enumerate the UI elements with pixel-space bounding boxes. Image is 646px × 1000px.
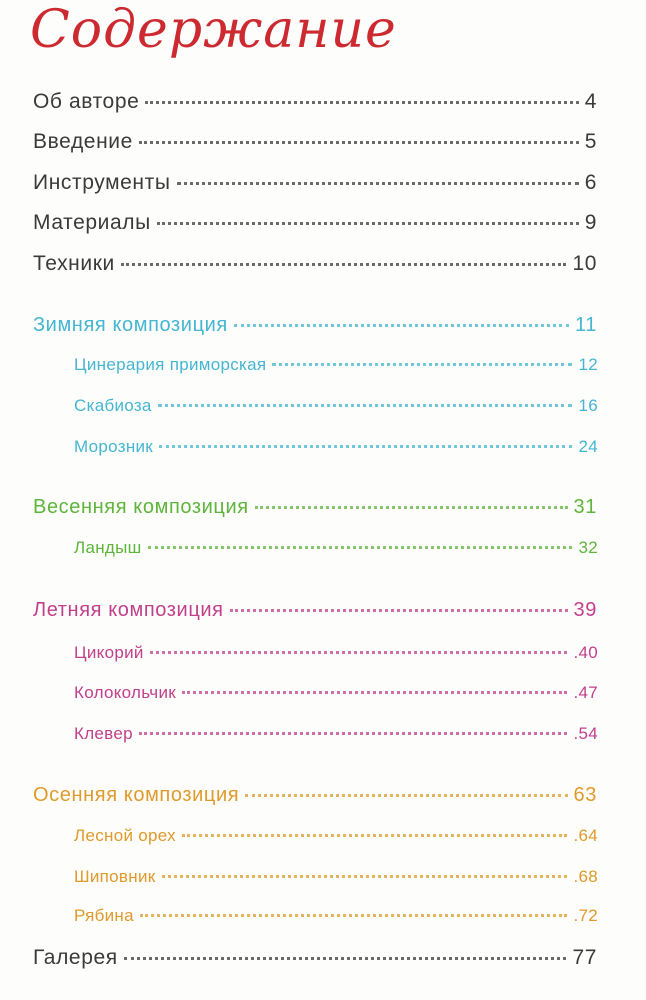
toc-entry-page: 10 — [572, 252, 597, 275]
toc-entry-techniques[interactable]: Техники 10 — [33, 252, 597, 276]
toc-subentry-page: 24 — [578, 437, 598, 456]
dot-leader — [159, 445, 573, 448]
toc-entry-introduction[interactable]: Введение 5 — [33, 130, 597, 154]
dot-leader — [254, 506, 568, 509]
toc-subentry-clover[interactable]: Клевер .54 — [74, 724, 598, 744]
toc-section-page: 39 — [573, 599, 597, 621]
dot-leader — [120, 263, 567, 266]
dot-leader — [149, 651, 568, 654]
toc-section-summer[interactable]: Летняя композиция 39 — [33, 599, 597, 622]
toc-entry-gallery[interactable]: Галерея 77 — [33, 946, 597, 970]
toc-subentry-hellebore[interactable]: Морозник 24 — [74, 437, 598, 457]
toc-subentry-label: Шиповник — [74, 867, 156, 886]
toc-section-label: Зимняя композиция — [33, 314, 228, 336]
toc-subentry-page: .68 — [573, 867, 598, 886]
dot-leader — [176, 182, 579, 185]
toc-entry-page: 6 — [584, 171, 597, 194]
toc-section-autumn[interactable]: Осенняя композиция 63 — [33, 784, 597, 807]
toc-section-label: Летняя композиция — [33, 599, 224, 621]
toc-entry-page: 5 — [584, 130, 597, 153]
toc-subentry-scabiosa[interactable]: Скабиоза 16 — [74, 396, 598, 416]
toc-section-label: Осенняя композиция — [33, 784, 240, 806]
dot-leader — [233, 324, 570, 327]
toc-subentry-cineraria[interactable]: Цинерария приморская 12 — [74, 355, 598, 375]
toc-section-page: 63 — [573, 784, 597, 806]
toc-subentry-chicory[interactable]: Цикорий .40 — [74, 643, 598, 663]
toc-subentry-rowan[interactable]: Рябина .72 — [74, 906, 598, 926]
dot-leader — [147, 546, 573, 549]
toc-subentry-page: .40 — [573, 643, 598, 662]
dot-leader — [139, 914, 568, 917]
toc-entry-label: Об авторе — [33, 90, 140, 113]
dot-leader — [138, 141, 579, 144]
toc-entry-materials[interactable]: Материалы 9 — [33, 211, 597, 235]
toc-subentry-bellflower[interactable]: Колокольчик .47 — [74, 683, 598, 703]
dot-leader — [156, 222, 579, 225]
toc-subentry-page: .47 — [573, 683, 598, 702]
toc-subentry-label: Ландыш — [74, 538, 142, 557]
toc-entry-label: Техники — [33, 252, 115, 275]
toc-subentry-page: 16 — [578, 396, 598, 415]
toc-subentry-label: Клевер — [74, 724, 133, 743]
toc-entry-tools[interactable]: Инструменты 6 — [33, 171, 597, 195]
dot-leader — [229, 609, 568, 612]
dot-leader — [181, 834, 568, 837]
dot-leader — [157, 404, 573, 407]
toc-subentry-page: .72 — [573, 906, 598, 925]
toc-subentry-page: .64 — [573, 826, 598, 845]
dot-leader — [123, 957, 567, 960]
toc-subentry-label: Морозник — [74, 437, 154, 456]
toc-section-label: Весенняя композиция — [33, 496, 249, 518]
toc-subentry-label: Лесной орех — [74, 826, 176, 845]
toc-subentry-lily-of-the-valley[interactable]: Ландыш 32 — [74, 538, 598, 558]
dot-leader — [182, 691, 568, 694]
toc-subentry-page: 12 — [578, 355, 598, 374]
toc-entry-label: Галерея — [33, 946, 118, 969]
toc-subentry-page: 32 — [578, 538, 598, 557]
toc-section-page: 11 — [575, 314, 597, 336]
toc-subentry-label: Колокольчик — [74, 683, 176, 702]
toc-subentry-page: .54 — [573, 724, 598, 743]
toc-subentry-label: Рябина — [74, 906, 134, 925]
toc-entry-page: 9 — [584, 211, 597, 234]
toc-section-winter[interactable]: Зимняя композиция 11 — [33, 314, 597, 337]
toc-section-spring[interactable]: Весенняя композиция 31 — [33, 496, 597, 519]
toc-entry-label: Введение — [33, 130, 133, 153]
toc-subentry-hazelnut[interactable]: Лесной орех .64 — [74, 826, 598, 846]
dot-leader — [138, 732, 568, 735]
dot-leader — [245, 794, 568, 797]
toc-entry-page: 4 — [584, 90, 597, 113]
toc-subentry-label: Цинерария приморская — [74, 355, 267, 374]
toc-subentry-label: Скабиоза — [74, 396, 152, 415]
toc-entry-label: Инструменты — [33, 171, 171, 194]
toc-subentry-label: Цикорий — [74, 643, 144, 662]
toc-entry-about-author[interactable]: Об авторе 4 — [33, 90, 597, 114]
page-title: Содержание — [30, 0, 397, 60]
dot-leader — [272, 363, 573, 366]
toc-entry-page: 77 — [572, 946, 597, 969]
toc-subentry-rosehip[interactable]: Шиповник .68 — [74, 867, 598, 887]
dot-leader — [145, 101, 579, 104]
dot-leader — [161, 875, 568, 878]
toc-section-page: 31 — [573, 496, 597, 518]
toc-entry-label: Материалы — [33, 211, 151, 234]
